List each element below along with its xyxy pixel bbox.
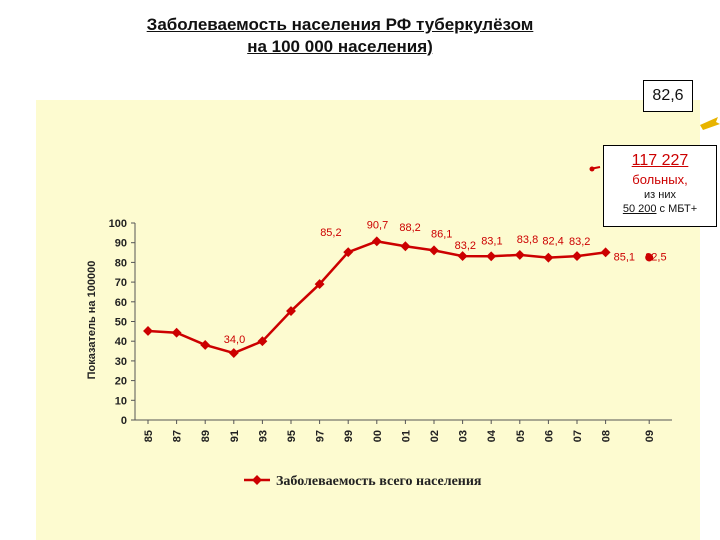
callout-value: 82,6 [643,80,693,112]
data-point [343,247,354,258]
y-tick-label: 80 [115,257,127,269]
x-tick-label: 06 [543,430,555,442]
x-tick-label: 08 [601,430,613,442]
x-tick-label: 85 [143,430,155,442]
data-label: 82,5 [645,251,666,263]
x-tick-label: 97 [315,430,327,442]
data-point [400,241,411,252]
y-tick-label: 90 [115,238,127,250]
legend-label: Заболеваемость всего населения [276,474,482,489]
data-label: 34,0 [224,334,245,346]
y-tick-label: 60 [115,297,127,309]
title-line-1: Заболеваемость населения РФ туберкулёзом [146,15,534,34]
data-label: 90,7 [367,219,388,231]
data-label: 86,1 [431,228,452,240]
y-tick-label: 50 [115,317,127,329]
x-tick-label: 03 [458,430,470,442]
x-tick-label: 91 [229,430,241,442]
callout-patients-text: больных, [632,172,688,187]
data-point [543,252,554,263]
data-point [572,251,582,262]
callout-patients-subtext: из них [644,189,676,201]
x-tick-label: 04 [486,429,498,442]
y-tick-label: 20 [115,376,127,388]
y-tick-label: 10 [115,395,127,407]
data-point [429,245,439,256]
data-point [228,348,239,358]
data-point [171,327,182,338]
chart-panel [36,100,700,540]
data-point [257,336,268,347]
chart-title: Заболеваемость населения РФ туберкулёзом… [0,14,680,58]
x-tick-label: 05 [515,430,527,442]
data-label: 88,2 [399,222,420,234]
x-tick-label: 09 [644,430,656,442]
pointer-arrow-icon [700,117,720,130]
data-point [457,251,468,262]
x-tick-label: 07 [572,430,584,442]
x-tick-label: 01 [400,430,412,442]
data-label: 85,1 [614,251,635,263]
y-tick-label: 30 [115,356,127,368]
data-label: 83,1 [481,235,502,247]
callout-mbt-line: 50 200 с МБТ+ [604,203,716,215]
data-point [645,253,654,262]
x-tick-label: 87 [172,430,184,442]
data-point [486,251,497,262]
y-tick-label: 40 [115,336,127,348]
data-point [600,247,611,258]
x-tick-label: 99 [343,430,355,442]
x-tick-label: 02 [429,430,441,442]
data-label: 83,2 [455,240,476,252]
y-tick-label: 70 [115,277,127,289]
data-label: 85,2 [320,227,341,239]
data-label: 83,8 [517,234,538,246]
y-axis-label: Показатель на 100000 [86,261,98,380]
callout-patients-number: 117 227 [631,152,689,169]
x-tick-label: 00 [372,430,384,442]
data-point [371,236,382,247]
series-line [147,240,606,355]
x-tick-label: 93 [257,430,269,442]
callout-connector-dot [589,166,595,172]
callout-mbt-text: с МБТ+ [656,203,698,215]
data-label: 82,4 [542,236,563,248]
data-point [143,326,153,336]
data-point [200,339,211,350]
callout-patients-box: 117 227 больных, из них 50 200 с МБТ+ [603,145,717,227]
x-tick-label: 95 [286,430,298,442]
data-point [286,306,296,317]
y-tick-label: 100 [109,218,127,230]
legend-marker [252,475,262,485]
callout-mbt-number: 50 200 [622,203,657,215]
data-point [314,279,325,290]
x-tick-label: 89 [200,430,212,442]
title-line-2: на 100 000 населения) [247,37,433,56]
data-point [514,249,525,260]
data-label: 83,2 [569,236,590,248]
y-tick-label: 0 [121,415,127,427]
